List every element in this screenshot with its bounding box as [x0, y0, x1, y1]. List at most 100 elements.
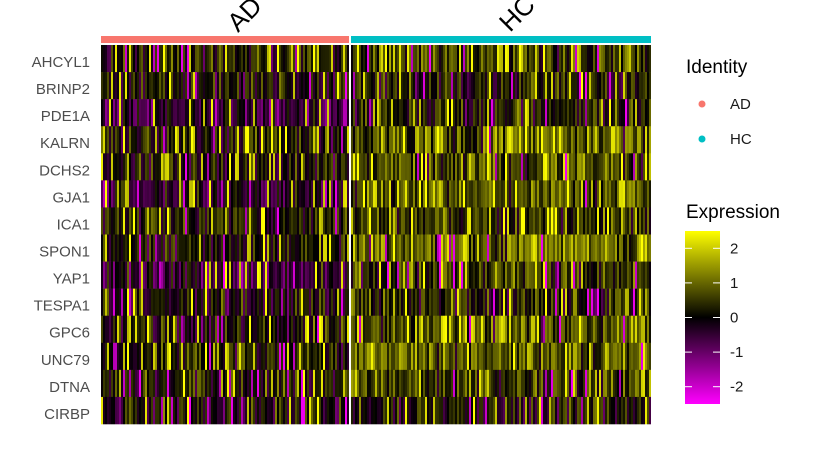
heatmap-cell [489, 315, 491, 344]
heatmap-cell [649, 369, 651, 398]
heatmap-cell [631, 207, 633, 235]
heatmap-cell [119, 45, 121, 73]
heatmap-cell [319, 234, 321, 262]
heatmap-cell [203, 99, 205, 127]
heatmap-cell [585, 180, 587, 208]
heatmap-cell [303, 99, 305, 127]
heatmap-cell [625, 72, 627, 100]
heatmap-cell [619, 288, 621, 317]
heatmap-cell [179, 369, 181, 398]
heatmap-cell [481, 99, 483, 127]
heatmap-cell [471, 207, 473, 235]
heatmap-cell [287, 396, 289, 425]
heatmap-cell [611, 234, 613, 262]
heatmap-cell [469, 153, 471, 181]
heatmap-cell [111, 99, 113, 127]
heatmap-cell [253, 126, 255, 154]
heatmap-cell [217, 207, 219, 235]
heatmap-cell [219, 315, 221, 344]
heatmap-cell [495, 180, 497, 208]
heatmap-cell [461, 396, 463, 425]
heatmap-cell [515, 288, 517, 317]
heatmap-cell [575, 207, 577, 235]
heatmap-cell [549, 180, 551, 208]
heatmap-cell [105, 369, 107, 398]
heatmap-cell [331, 180, 333, 208]
heatmap-cell [459, 126, 461, 154]
heatmap-cell [261, 396, 263, 425]
heatmap-cell [461, 72, 463, 100]
heatmap-cell [603, 45, 605, 73]
heatmap-cell [135, 288, 137, 317]
heatmap-cell [453, 315, 455, 344]
heatmap-cell [527, 207, 529, 235]
heatmap-cell [423, 207, 425, 235]
heatmap-cell [247, 72, 249, 100]
heatmap-cell [405, 153, 407, 181]
heatmap-cell [201, 234, 203, 262]
heatmap-cell [151, 261, 153, 289]
heatmap-cell [117, 99, 119, 127]
heatmap-cell [267, 234, 269, 262]
heatmap-cell [237, 396, 239, 425]
heatmap-cell [521, 180, 523, 208]
heatmap-cell [463, 288, 465, 317]
heatmap-cell [345, 72, 347, 100]
heatmap-cell [131, 234, 133, 262]
heatmap-cell [293, 153, 295, 181]
heatmap-cell [607, 261, 609, 289]
heatmap-cell [279, 261, 281, 289]
heatmap-cell [491, 126, 493, 154]
heatmap-cell [601, 153, 603, 181]
heatmap-cell [233, 207, 235, 235]
heatmap-cell [135, 99, 137, 127]
heatmap-cell [135, 342, 137, 371]
heatmap-cell [131, 396, 133, 425]
heatmap-cell [589, 342, 591, 371]
heatmap-cell [511, 99, 513, 127]
heatmap-cell [511, 315, 513, 344]
heatmap-cell [487, 315, 489, 344]
heatmap-cell [243, 369, 245, 398]
heatmap-cell [425, 342, 427, 371]
heatmap-cell [607, 99, 609, 127]
heatmap-cell [539, 396, 541, 425]
heatmap-cell [385, 342, 387, 371]
heatmap-cell [289, 72, 291, 100]
heatmap-cell [321, 153, 323, 181]
heatmap-cell [171, 99, 173, 127]
heatmap-cell [393, 261, 395, 289]
heatmap-cell [391, 180, 393, 208]
heatmap-cell [175, 45, 177, 73]
heatmap-cell [307, 396, 309, 425]
heatmap-cell [641, 99, 643, 127]
heatmap-cell [365, 45, 367, 73]
heatmap-cell [323, 396, 325, 425]
heatmap-cell [243, 207, 245, 235]
heatmap-cell [507, 342, 509, 371]
heatmap-cell [121, 153, 123, 181]
heatmap-cell [591, 369, 593, 398]
heatmap-cell [135, 126, 137, 154]
heatmap-cell [367, 180, 369, 208]
heatmap-cell [139, 396, 141, 425]
heatmap-cell [649, 288, 651, 317]
heatmap-cell [185, 369, 187, 398]
heatmap-cell [171, 126, 173, 154]
heatmap-cell [187, 126, 189, 154]
heatmap-cell [223, 180, 225, 208]
heatmap-cell [333, 261, 335, 289]
heatmap-cell [517, 72, 519, 100]
heatmap-cell [543, 396, 545, 425]
heatmap-cell [313, 180, 315, 208]
heatmap-cell [447, 126, 449, 154]
heatmap-cell [243, 396, 245, 425]
heatmap-cell [485, 342, 487, 371]
heatmap-cell [647, 288, 649, 317]
heatmap-cell [535, 369, 537, 398]
heatmap-cell [311, 99, 313, 127]
heatmap-cell [155, 99, 157, 127]
heatmap-cell [185, 234, 187, 262]
heatmap-cell [101, 180, 103, 208]
heatmap-cell [101, 126, 103, 154]
